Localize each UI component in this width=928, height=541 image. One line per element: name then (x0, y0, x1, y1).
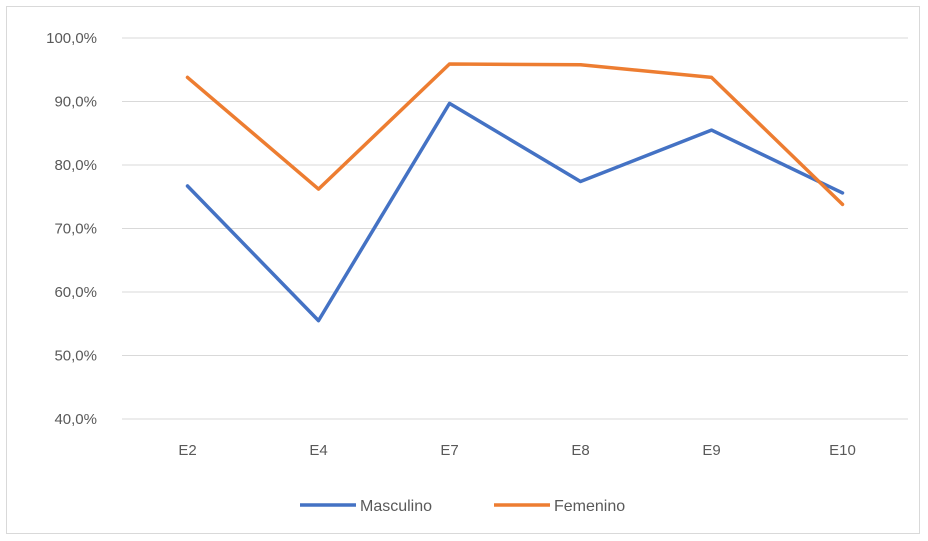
y-tick-label: 60,0% (54, 284, 97, 301)
x-axis-ticks: E2 E4 E7 E8 E9 E10 (178, 442, 856, 459)
x-tick-label: E8 (571, 442, 589, 459)
series-line-masculino (185, 101, 845, 323)
data-point-masculino (448, 101, 451, 105)
series-lines (185, 62, 845, 323)
data-point-femenino (579, 63, 582, 67)
x-tick-label: E9 (702, 442, 720, 459)
y-tick-label: 100,0% (46, 30, 97, 47)
y-tick-label: 70,0% (54, 221, 97, 238)
y-axis-ticks: 40,0% 50,0% 60,0% 70,0% 80,0% 90,0% 100,0% (46, 30, 97, 428)
data-point-masculino (186, 184, 189, 188)
legend-label-femenino: Femenino (554, 498, 625, 515)
data-point-femenino (186, 75, 189, 79)
series-line-femenino (185, 62, 845, 207)
data-point-masculino (841, 191, 844, 195)
legend-label-masculino: Masculino (360, 498, 432, 515)
y-tick-label: 80,0% (54, 157, 97, 174)
x-tick-label: E2 (178, 442, 196, 459)
data-point-masculino (710, 128, 713, 132)
data-point-masculino (579, 180, 582, 184)
x-tick-label: E7 (440, 442, 458, 459)
y-tick-label: 50,0% (54, 348, 97, 365)
data-point-femenino (710, 75, 713, 79)
chart-frame (6, 6, 920, 534)
data-point-femenino (448, 62, 451, 66)
x-tick-label: E10 (829, 442, 856, 459)
data-point-femenino (317, 187, 320, 191)
y-tick-label: 40,0% (54, 411, 97, 428)
y-tick-label: 90,0% (54, 94, 97, 111)
gridlines (122, 37, 908, 420)
data-point-femenino (841, 202, 844, 206)
data-point-masculino (317, 319, 320, 323)
x-tick-label: E4 (309, 442, 327, 459)
legend: Masculino Femenino (300, 498, 625, 515)
